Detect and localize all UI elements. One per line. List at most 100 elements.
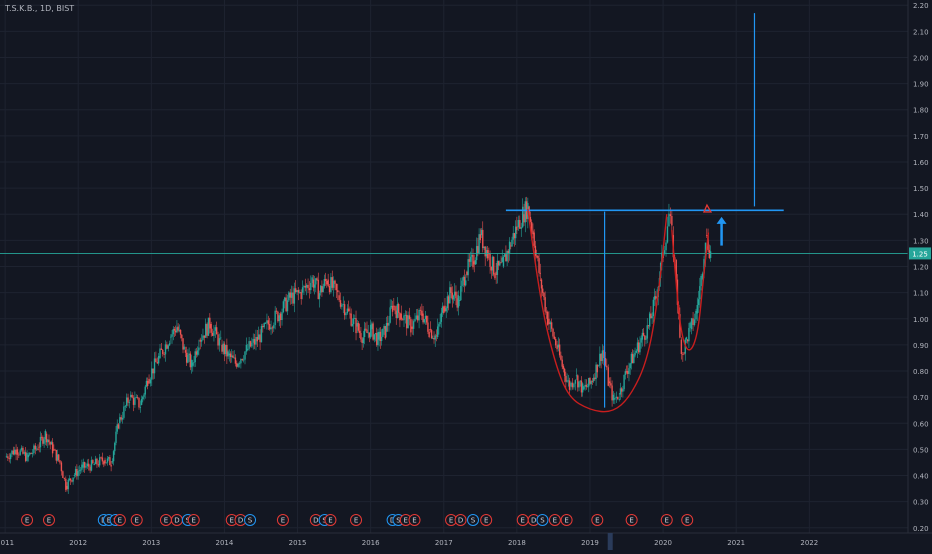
event-marker-circle[interactable] xyxy=(467,514,480,526)
event-marker-label: S xyxy=(540,517,545,525)
event-marker-circle[interactable] xyxy=(560,514,573,526)
event-marker-circle[interactable] xyxy=(350,514,363,526)
event-marker-label: E xyxy=(25,517,29,525)
event-marker-circle[interactable] xyxy=(187,514,200,526)
event-marker-circle[interactable] xyxy=(276,514,289,526)
event-marker[interactable]: E xyxy=(187,514,200,526)
event-marker[interactable]: D xyxy=(170,514,183,526)
event-marker[interactable]: E xyxy=(42,514,55,526)
event-marker[interactable]: E xyxy=(625,514,638,526)
event-marker-circle[interactable] xyxy=(548,514,561,526)
candle-body xyxy=(127,397,129,403)
candle-body xyxy=(349,313,351,315)
event-marker-circle[interactable] xyxy=(244,514,257,526)
candle-body xyxy=(562,365,565,369)
event-marker-label: E xyxy=(629,517,633,525)
candle-body xyxy=(177,326,179,331)
event-marker-label: E xyxy=(192,517,196,525)
candle-body xyxy=(85,466,87,468)
candle-body xyxy=(109,457,111,466)
candle-body xyxy=(35,448,38,450)
event-marker[interactable]: E xyxy=(408,514,421,526)
event-marker-circle[interactable] xyxy=(681,514,694,526)
event-marker[interactable]: E xyxy=(113,514,126,526)
candle-body xyxy=(237,363,239,367)
y-tick-label: 1.00 xyxy=(913,316,929,324)
event-marker[interactable]: D xyxy=(454,514,467,526)
event-marker-circle[interactable] xyxy=(660,514,673,526)
candle-body xyxy=(79,469,82,471)
event-marker[interactable]: E xyxy=(591,514,604,526)
y-tick-label: 0.50 xyxy=(913,446,929,454)
event-marker-circle[interactable] xyxy=(454,514,467,526)
candle-body xyxy=(65,478,67,490)
candle-body xyxy=(178,329,181,331)
event-marker-circle[interactable] xyxy=(536,514,549,526)
y-tick-label: 1.80 xyxy=(913,107,929,115)
candle-body xyxy=(655,296,657,299)
breakout-arrow-head[interactable] xyxy=(716,216,727,224)
event-marker[interactable]: E xyxy=(480,514,493,526)
drawings[interactable] xyxy=(0,13,908,413)
candle-body xyxy=(205,323,207,338)
candle-body xyxy=(339,300,342,307)
event-marker-circle[interactable] xyxy=(408,514,421,526)
event-marker-circle[interactable] xyxy=(42,514,55,526)
event-marker[interactable]: E xyxy=(130,514,143,526)
cup-curve[interactable] xyxy=(527,208,668,413)
candle-body xyxy=(248,341,250,349)
event-marker[interactable]: E xyxy=(21,514,34,526)
event-marker[interactable]: E xyxy=(324,514,337,526)
event-marker-circle[interactable] xyxy=(324,514,337,526)
x-tick-label: 2018 xyxy=(508,539,526,547)
event-marker[interactable]: S xyxy=(536,514,549,526)
candle-body xyxy=(34,445,36,450)
candle-body xyxy=(244,351,246,360)
candle-body xyxy=(376,333,378,346)
handle-curve[interactable] xyxy=(671,229,710,351)
candle-body xyxy=(310,282,312,291)
event-marker-circle[interactable] xyxy=(21,514,34,526)
candle-body xyxy=(528,206,530,217)
event-marker[interactable]: E xyxy=(350,514,363,526)
candle-body xyxy=(328,285,331,293)
candle-body xyxy=(588,377,590,387)
candle-body xyxy=(549,322,551,325)
event-markers[interactable]: EEDESEEEDSEEDSEDSEEDSEEEDSEEDSEEEEEE xyxy=(21,514,694,526)
candle-body xyxy=(573,383,575,388)
event-marker-circle[interactable] xyxy=(130,514,143,526)
event-marker[interactable]: E xyxy=(560,514,573,526)
candle-body xyxy=(477,246,479,254)
event-marker[interactable]: E xyxy=(159,514,172,526)
event-marker[interactable]: S xyxy=(467,514,480,526)
breakout-marker[interactable] xyxy=(702,203,713,213)
event-marker-circle[interactable] xyxy=(113,514,126,526)
event-marker[interactable]: E xyxy=(516,514,529,526)
candle-body xyxy=(503,254,506,257)
event-marker-label: E xyxy=(118,517,122,525)
candle-body xyxy=(618,398,620,400)
candle-body xyxy=(288,292,290,301)
event-marker-circle[interactable] xyxy=(480,514,493,526)
candle-body xyxy=(474,260,477,265)
event-marker[interactable]: E xyxy=(660,514,673,526)
event-marker[interactable]: S xyxy=(244,514,257,526)
candle-body xyxy=(430,330,433,339)
candle-body xyxy=(389,307,391,323)
event-marker[interactable]: E xyxy=(548,514,561,526)
event-marker-circle[interactable] xyxy=(591,514,604,526)
event-marker[interactable]: E xyxy=(276,514,289,526)
event-marker[interactable]: E xyxy=(681,514,694,526)
candle-body xyxy=(620,388,623,392)
event-marker-circle[interactable] xyxy=(625,514,638,526)
candle-body xyxy=(695,310,697,320)
candle-body xyxy=(607,367,609,386)
candle-body xyxy=(555,338,557,346)
candle-body xyxy=(249,341,252,347)
candle-body xyxy=(138,397,140,408)
candle-body xyxy=(590,381,592,385)
candle-body xyxy=(608,381,611,384)
candle-body xyxy=(293,288,296,304)
